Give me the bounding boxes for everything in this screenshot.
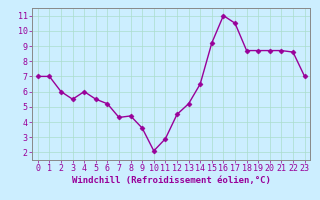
X-axis label: Windchill (Refroidissement éolien,°C): Windchill (Refroidissement éolien,°C): [72, 176, 271, 185]
